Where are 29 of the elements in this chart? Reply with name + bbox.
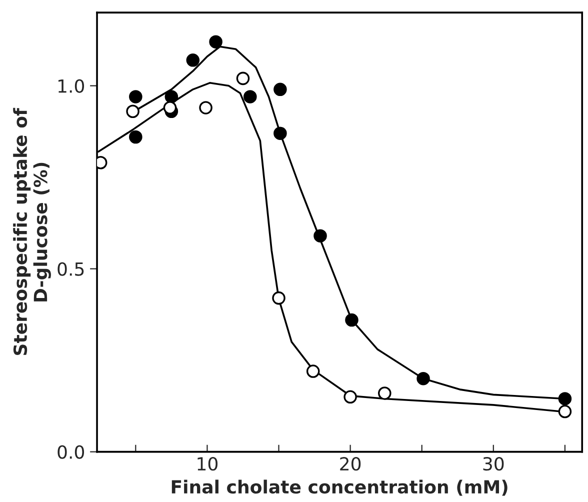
point xyxy=(306,364,320,378)
point xyxy=(129,90,142,104)
point xyxy=(344,390,357,404)
x-axis-title: Final cholate concentration (mM) xyxy=(172,480,508,496)
point xyxy=(558,404,572,418)
point xyxy=(416,372,430,386)
point xyxy=(236,72,250,86)
x-tick-label: 20 xyxy=(340,456,361,471)
point xyxy=(209,35,222,48)
y-axis-title: Stereospecific uptake of D-glucose (%) xyxy=(13,108,51,355)
point xyxy=(272,291,286,305)
point xyxy=(378,386,392,400)
point xyxy=(163,101,177,114)
y-tick-label: 1.0 xyxy=(58,79,84,93)
point xyxy=(558,392,572,406)
point xyxy=(126,104,140,118)
point xyxy=(186,53,200,67)
point xyxy=(164,90,178,104)
point xyxy=(345,313,358,327)
y-tick-label: 0.5 xyxy=(58,262,84,276)
point xyxy=(243,90,257,104)
point xyxy=(199,101,212,114)
point xyxy=(129,130,142,144)
point xyxy=(274,126,287,140)
point xyxy=(274,82,287,96)
x-tick-label: 10 xyxy=(198,456,218,471)
point xyxy=(314,229,327,242)
y-tick-label: 0.0 xyxy=(58,445,84,459)
x-tick-label: 30 xyxy=(483,456,504,471)
